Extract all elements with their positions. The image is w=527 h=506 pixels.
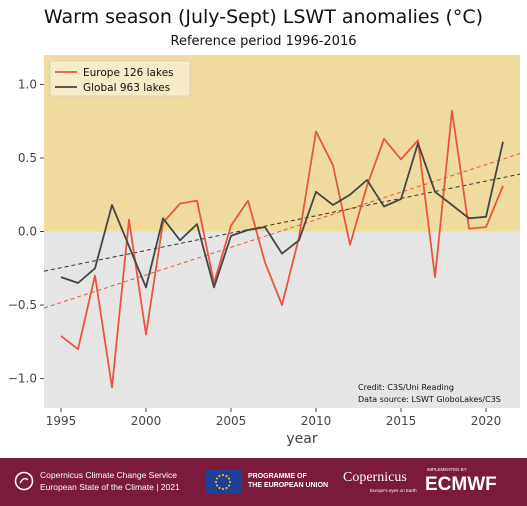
programme-line-2: THE EUROPEAN UNION [248,482,329,489]
series-line-global [60,141,504,289]
credit-annotation: Data source: LSWT GloboLakes/C3S [358,395,501,404]
legend-label: Global 963 lakes [83,82,170,94]
legend-label: Europe 126 lakes [83,67,174,79]
x-tick-label: 2020 [471,414,502,428]
x-tick-label: 2010 [301,414,332,428]
y-tick-label: 0.0 [18,225,37,239]
implemented-by-label: IMPLEMENTED BY [427,467,467,472]
eu-flag-icon [205,470,241,494]
legend-box [49,60,191,97]
report-name: European State of the Climate | 2021 [40,482,180,492]
service-name: Copernicus Climate Change Service [40,470,178,480]
trend-line-global [43,173,521,272]
chart-subtitle: Reference period 1996-2016 [170,34,357,49]
x-tick-label: 1995 [46,414,77,428]
ecmwf-logo: ECMWF [425,474,497,495]
c3s-logo-icon [14,471,34,491]
x-axis-label: year [286,431,317,447]
negative-anomaly-band [44,231,520,408]
y-tick-label: 1.0 [18,77,37,91]
footer-banner: Copernicus Climate Change Service Europe… [0,458,527,506]
chart-title: Warm season (July-Sept) LSWT anomalies (… [43,6,484,28]
copernicus-logo: Copernicus [343,470,407,485]
x-tick-label: 2015 [386,414,417,428]
copernicus-tagline: Europe's eyes on Earth [370,488,417,493]
x-tick-label: 2005 [216,414,247,428]
y-tick-label: −0.5 [8,298,37,312]
x-tick-label: 2000 [131,414,162,428]
programme-line-1: PROGRAMME OF [248,473,307,480]
credit-annotation: Credit: C3S/Uni Reading [358,383,454,392]
y-tick-label: −1.0 [8,372,37,386]
y-tick-label: 0.5 [18,151,37,165]
lswt-anomaly-chart: 1995 2000 2005 2010 2015 2020 −1.0 −0.5 0.0 0.5 1.… [8,55,521,447]
